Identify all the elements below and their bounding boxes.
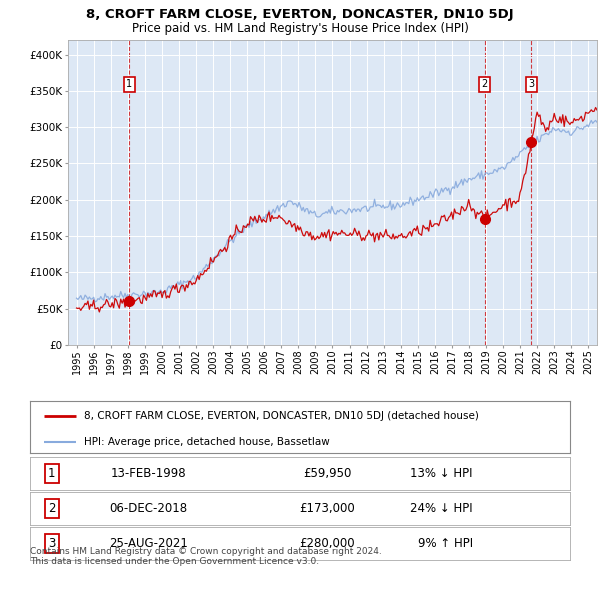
- Text: 25-AUG-2021: 25-AUG-2021: [109, 537, 188, 550]
- Text: £280,000: £280,000: [299, 537, 355, 550]
- Text: 2: 2: [482, 79, 488, 89]
- Text: £173,000: £173,000: [299, 502, 355, 515]
- Text: 8, CROFT FARM CLOSE, EVERTON, DONCASTER, DN10 5DJ (detached house): 8, CROFT FARM CLOSE, EVERTON, DONCASTER,…: [84, 411, 479, 421]
- Text: 8, CROFT FARM CLOSE, EVERTON, DONCASTER, DN10 5DJ: 8, CROFT FARM CLOSE, EVERTON, DONCASTER,…: [86, 8, 514, 21]
- Text: 2: 2: [48, 502, 55, 515]
- Text: £59,950: £59,950: [303, 467, 351, 480]
- Text: 24% ↓ HPI: 24% ↓ HPI: [410, 502, 473, 515]
- Text: 3: 3: [528, 79, 535, 89]
- Text: Contains HM Land Registry data © Crown copyright and database right 2024.
This d: Contains HM Land Registry data © Crown c…: [30, 546, 382, 566]
- Text: 1: 1: [127, 79, 133, 89]
- Text: 13-FEB-1998: 13-FEB-1998: [111, 467, 187, 480]
- Text: HPI: Average price, detached house, Bassetlaw: HPI: Average price, detached house, Bass…: [84, 437, 330, 447]
- Text: 3: 3: [48, 537, 55, 550]
- Text: Price paid vs. HM Land Registry's House Price Index (HPI): Price paid vs. HM Land Registry's House …: [131, 22, 469, 35]
- Text: 13% ↓ HPI: 13% ↓ HPI: [410, 467, 473, 480]
- Text: 9% ↑ HPI: 9% ↑ HPI: [418, 537, 473, 550]
- Text: 1: 1: [48, 467, 55, 480]
- Text: 06-DEC-2018: 06-DEC-2018: [110, 502, 188, 515]
